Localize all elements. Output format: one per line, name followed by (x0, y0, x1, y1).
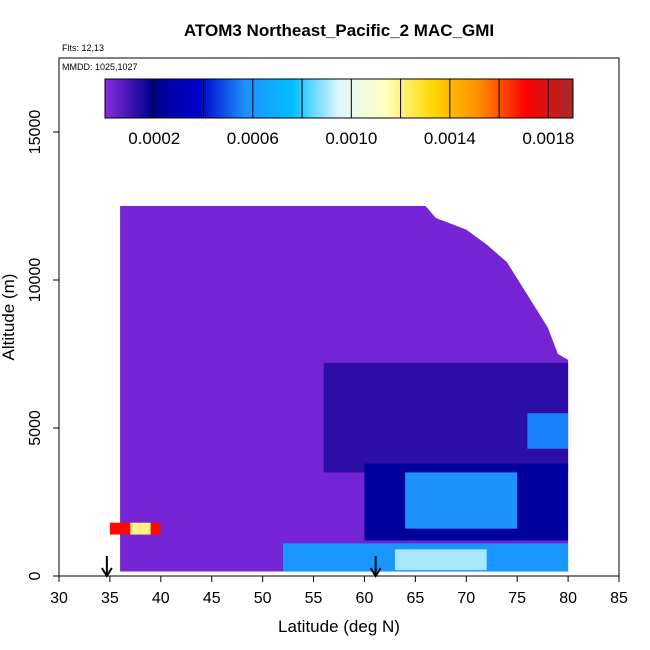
x-tick-label: 85 (610, 590, 628, 607)
plot-frame (58, 57, 620, 577)
x-tick-label: 45 (203, 590, 221, 607)
x-tick-label: 65 (406, 590, 424, 607)
colorbar-bar (104, 78, 574, 119)
heatmap-cell (395, 549, 487, 571)
x-tick-label: 80 (559, 590, 577, 607)
heatmap-cell (527, 413, 569, 449)
y-axis-label: Altitude (m) (0, 274, 18, 361)
colorbar: 0.0002 0.0006 0.0010 0.0014 0.0018 (104, 78, 574, 148)
colorbar-tick-label: 0.0014 (424, 129, 476, 148)
heatmap-cell (323, 362, 569, 473)
chart-title: ATOM3 Northeast_Pacific_2 MAC_GMI (184, 21, 494, 40)
heatmap-cell (130, 522, 151, 535)
x-tick-label: 30 (50, 590, 68, 607)
colorbar-tick-label: 0.0010 (325, 129, 377, 148)
y-tick-label: 5000 (27, 410, 44, 446)
flights-label: Flts: 12,13 (62, 43, 104, 53)
y-tick-label: 15000 (27, 110, 44, 155)
colorbar-tick-label: 0.0018 (522, 129, 574, 148)
x-tick-label: 75 (508, 590, 526, 607)
x-tick-label: 70 (457, 590, 475, 607)
plot-area (101, 206, 569, 578)
axes: 30 35 40 45 50 55 60 65 70 75 80 85 0 5000 10000 15000 (27, 57, 628, 607)
x-tick-label: 35 (101, 590, 119, 607)
x-tick-label: 60 (356, 590, 374, 607)
y-tick-label: 0 (27, 571, 44, 580)
x-tick-label: 40 (152, 590, 170, 607)
x-tick-label: 55 (305, 590, 323, 607)
x-tick-label: 50 (254, 590, 272, 607)
y-tick-label: 10000 (27, 258, 44, 303)
mmdd-label: MMDD: 1025,1027 (62, 62, 138, 72)
x-axis-label: Latitude (deg N) (278, 617, 400, 636)
heatmap-cell (405, 472, 518, 529)
colorbar-tick-label: 0.0002 (128, 129, 180, 148)
colorbar-tick-label: 0.0006 (227, 129, 279, 148)
